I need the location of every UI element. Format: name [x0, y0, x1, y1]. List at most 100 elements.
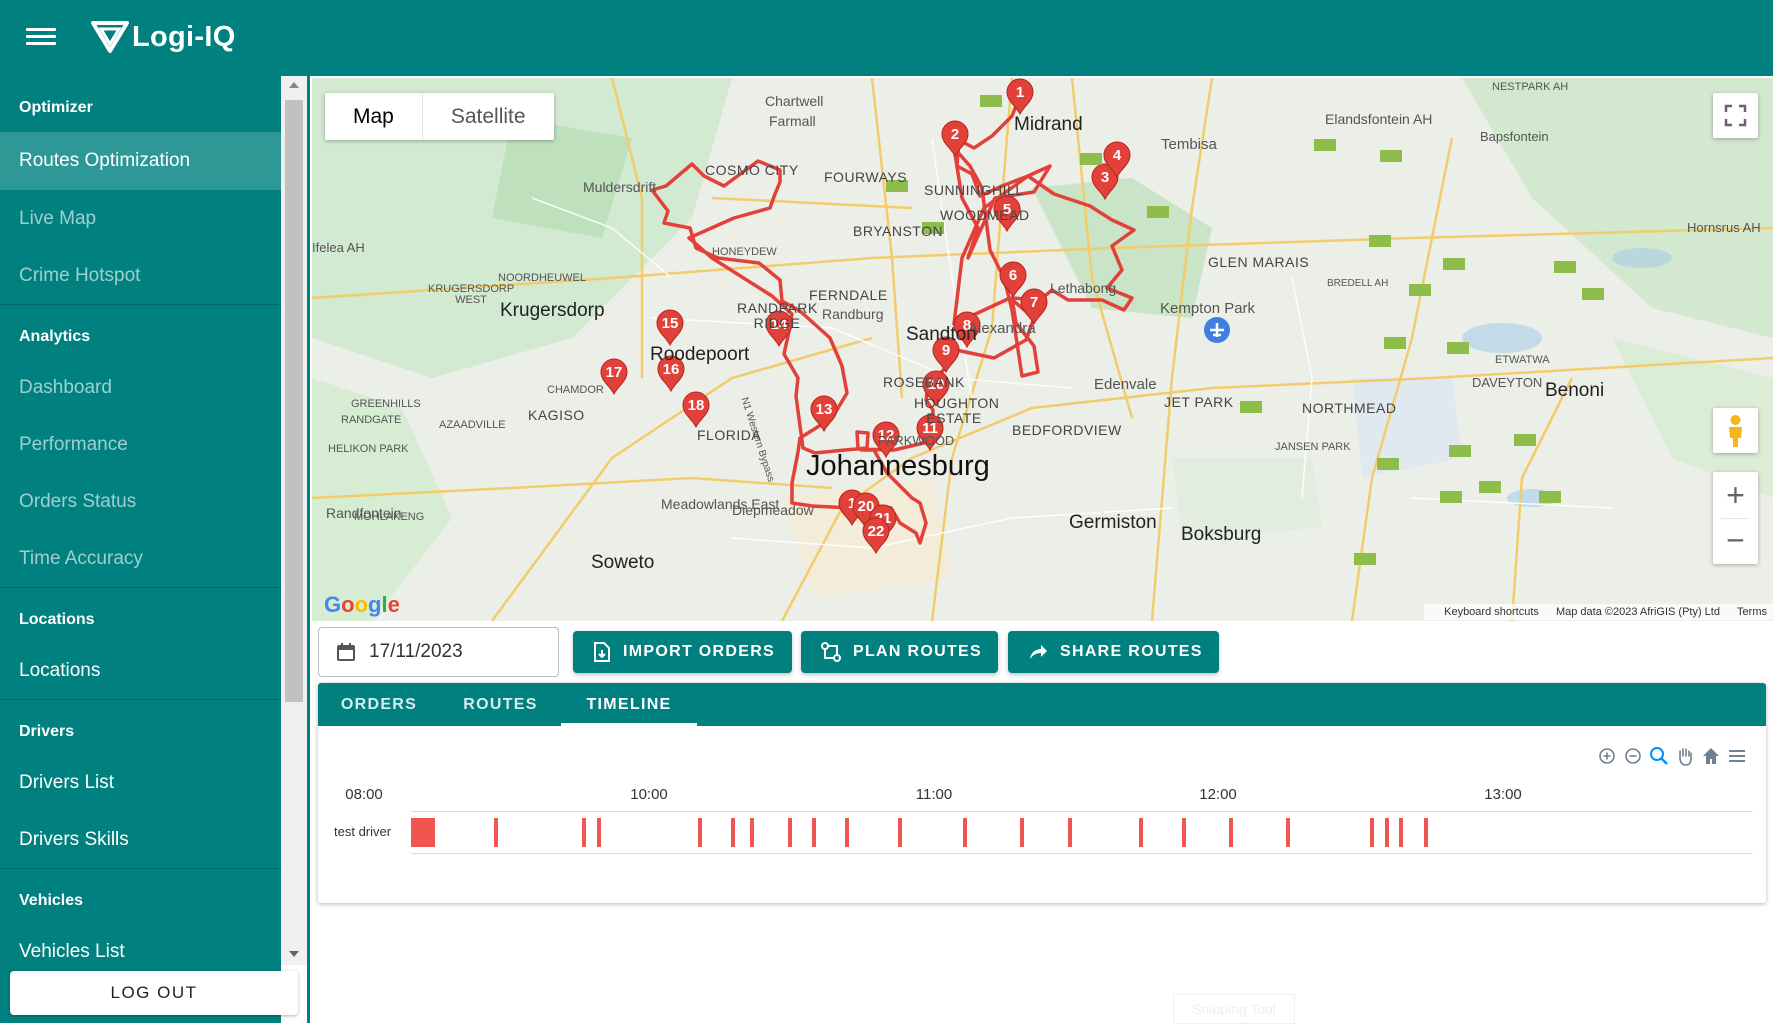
stop-marker[interactable]: 8: [953, 311, 981, 349]
stop-marker[interactable]: 9: [932, 336, 960, 374]
selection-zoom-icon[interactable]: [1648, 745, 1670, 767]
stop-marker[interactable]: 6: [999, 261, 1027, 299]
sidebar-scrollbar-thumb[interactable]: [285, 100, 303, 702]
stop-marker-label: 20: [858, 498, 875, 515]
zoom-out-icon[interactable]: [1622, 745, 1644, 767]
sidebar-item-vehicles-list[interactable]: Vehicles List: [19, 941, 125, 962]
stop-marker[interactable]: 4: [1103, 141, 1131, 179]
stop-marker-pin-icon: [1091, 163, 1119, 201]
plan-routes-button[interactable]: PLAN ROUTES: [801, 631, 998, 673]
stop-marker[interactable]: 10: [922, 370, 950, 408]
stop-marker[interactable]: 14: [765, 310, 793, 348]
stop-marker-pin-icon: [1020, 288, 1048, 326]
stop-marker-label: 4: [1113, 147, 1122, 164]
timeline-bar[interactable]: [812, 818, 816, 847]
airport-icon: [1204, 317, 1230, 343]
stop-marker[interactable]: 18: [682, 391, 710, 429]
timeline-bar[interactable]: [898, 818, 902, 847]
timeline-bar[interactable]: [597, 818, 601, 847]
stop-marker[interactable]: 13: [810, 395, 838, 433]
stop-marker[interactable]: 2: [941, 120, 969, 158]
hamburger-menu-icon[interactable]: [26, 24, 56, 50]
stop-marker-label: 12: [878, 427, 895, 444]
timeline-bar[interactable]: [411, 818, 435, 847]
timeline-bar[interactable]: [698, 818, 702, 847]
timeline-bar[interactable]: [1139, 818, 1143, 847]
timeline-bar[interactable]: [788, 818, 792, 847]
sidebar-item-crime-hotspot[interactable]: Crime Hotspot: [19, 265, 141, 286]
logout-button[interactable]: LOG OUT: [10, 971, 298, 1015]
sidebar-item-locations[interactable]: Locations: [19, 660, 101, 681]
scroll-down-arrow-icon[interactable]: [289, 951, 299, 957]
timeline-bar[interactable]: [1020, 818, 1024, 847]
fullscreen-icon[interactable]: [1713, 93, 1758, 138]
timeline-bar[interactable]: [494, 818, 498, 847]
stop-marker[interactable]: 15: [656, 309, 684, 347]
stop-marker[interactable]: 5: [993, 195, 1021, 233]
timeline-bar[interactable]: [845, 818, 849, 847]
zoom-out-icon[interactable]: −: [1726, 522, 1745, 558]
timeline-bar[interactable]: [1370, 818, 1374, 847]
timeline-bar[interactable]: [1286, 818, 1290, 847]
stop-marker[interactable]: 17: [600, 358, 628, 396]
pan-hand-icon[interactable]: [1674, 745, 1696, 767]
stop-marker[interactable]: 16: [657, 355, 685, 393]
timeline-hour-label: 11:00: [915, 786, 953, 803]
timeline-bar[interactable]: [1399, 818, 1403, 847]
tab-timeline[interactable]: TIMELINE: [561, 683, 697, 726]
stop-marker-pin-icon: [941, 120, 969, 158]
timeline-bar[interactable]: [1068, 818, 1072, 847]
sidebar-item-dashboard[interactable]: Dashboard: [19, 377, 112, 398]
share-arrow-icon: [1030, 645, 1047, 659]
map-label-northmead: NORTHMEAD: [1302, 400, 1397, 416]
route-map[interactable]: 1 2 3 4 5 6 7 8 9 10 11 12 13 14 15 16 17 18 1 20 21 22 Johan…: [312, 78, 1773, 621]
chart-menu-icon[interactable]: [1726, 745, 1748, 767]
stop-marker[interactable]: 12: [872, 421, 900, 459]
stop-marker[interactable]: 3: [1091, 163, 1119, 201]
import-orders-button[interactable]: IMPORT ORDERS: [573, 631, 792, 673]
stop-marker[interactable]: 22: [862, 517, 890, 555]
share-routes-button[interactable]: SHARE ROUTES: [1008, 631, 1219, 673]
stop-marker-label: 6: [1009, 267, 1017, 284]
tab-routes[interactable]: ROUTES: [463, 696, 538, 713]
brand-logo[interactable]: Logi-IQ: [90, 17, 236, 57]
stop-marker[interactable]: 11: [916, 414, 944, 452]
reset-home-icon[interactable]: [1700, 745, 1722, 767]
sidebar-item-live-map[interactable]: Live Map: [19, 208, 97, 229]
sidebar-item-routes-optimization[interactable]: Routes Optimization: [0, 132, 281, 190]
map-type-map-button[interactable]: Map: [353, 105, 394, 128]
timeline-bar[interactable]: [1424, 818, 1428, 847]
zoom-in-icon[interactable]: +: [1726, 477, 1745, 513]
keyboard-shortcuts-link[interactable]: Keyboard shortcuts: [1444, 606, 1539, 618]
sidebar-scrollbar[interactable]: [281, 76, 308, 965]
map-attribution: Keyboard shortcuts Map data ©2023 AfriGI…: [1424, 604, 1773, 620]
date-picker-field[interactable]: 17/11/2023: [318, 627, 559, 677]
timeline-bar[interactable]: [1182, 818, 1186, 847]
tab-orders[interactable]: ORDERS: [340, 696, 418, 713]
map-label-azaadville: AZAADVILLE: [439, 419, 506, 431]
timeline-bar[interactable]: [731, 818, 735, 847]
map-label-bredell: BREDELL AH: [1327, 278, 1389, 289]
sidebar-item-performance[interactable]: Performance: [19, 434, 128, 455]
timeline-bar[interactable]: [1229, 818, 1233, 847]
scroll-up-arrow-icon[interactable]: [289, 82, 299, 88]
zoom-in-icon[interactable]: [1596, 745, 1618, 767]
street-view-pegman-icon[interactable]: [1713, 408, 1758, 453]
timeline-bar[interactable]: [750, 818, 754, 847]
stop-marker-label: 5: [1003, 201, 1011, 218]
timeline-bar[interactable]: [1385, 818, 1389, 847]
sidebar-item-drivers-skills[interactable]: Drivers Skills: [19, 829, 129, 850]
date-value: 17/11/2023: [369, 641, 463, 662]
sidebar-item-orders-status[interactable]: Orders Status: [19, 491, 137, 512]
map-type-satellite-button[interactable]: Satellite: [421, 93, 554, 140]
terms-link[interactable]: Terms: [1737, 606, 1767, 618]
timeline-bar[interactable]: [582, 818, 586, 847]
stop-marker[interactable]: 7: [1020, 288, 1048, 326]
stop-marker[interactable]: 1: [1006, 78, 1034, 116]
sidebar-item-drivers-list[interactable]: Drivers List: [19, 772, 115, 793]
timeline-bar[interactable]: [963, 818, 967, 847]
logi-iq-logo-icon: [91, 21, 129, 53]
sidebar-item-time-accuracy[interactable]: Time Accuracy: [19, 548, 143, 569]
